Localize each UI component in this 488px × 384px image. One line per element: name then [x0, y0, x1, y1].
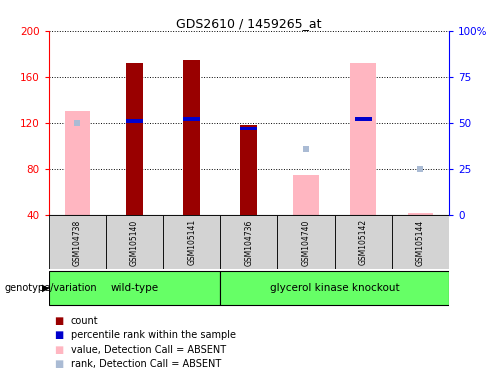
Bar: [106, 215, 163, 269]
Text: GSM105144: GSM105144: [416, 219, 425, 266]
Text: GSM104738: GSM104738: [73, 219, 82, 266]
Text: GSM104736: GSM104736: [244, 219, 253, 266]
Bar: [126, 63, 143, 215]
Text: ■: ■: [54, 359, 63, 369]
Bar: [49, 215, 106, 269]
Bar: [183, 60, 200, 215]
Title: GDS2610 / 1459265_at: GDS2610 / 1459265_at: [176, 17, 322, 30]
Text: genotype/variation: genotype/variation: [5, 283, 98, 293]
Bar: [163, 215, 220, 269]
Bar: [335, 215, 392, 269]
Bar: [355, 118, 372, 121]
Bar: [392, 215, 449, 269]
Bar: [240, 127, 258, 130]
Text: rank, Detection Call = ABSENT: rank, Detection Call = ABSENT: [71, 359, 221, 369]
Bar: [293, 175, 319, 215]
Bar: [240, 125, 258, 215]
Text: ■: ■: [54, 330, 63, 340]
Text: wild-type: wild-type: [110, 283, 159, 293]
Text: GSM104740: GSM104740: [302, 219, 310, 266]
Text: value, Detection Call = ABSENT: value, Detection Call = ABSENT: [71, 345, 226, 355]
Bar: [220, 271, 449, 305]
Text: GSM105141: GSM105141: [187, 219, 196, 265]
Bar: [278, 215, 335, 269]
Text: ■: ■: [54, 316, 63, 326]
Bar: [350, 63, 376, 215]
Text: ▶: ▶: [41, 283, 49, 293]
Text: ■: ■: [54, 345, 63, 355]
Bar: [64, 111, 90, 215]
Text: GSM105142: GSM105142: [359, 219, 368, 265]
Bar: [407, 213, 433, 215]
Bar: [220, 215, 278, 269]
Text: GSM105140: GSM105140: [130, 219, 139, 266]
Bar: [49, 271, 220, 305]
Text: percentile rank within the sample: percentile rank within the sample: [71, 330, 236, 340]
Bar: [183, 118, 200, 121]
Text: glycerol kinase knockout: glycerol kinase knockout: [270, 283, 400, 293]
Text: count: count: [71, 316, 99, 326]
Bar: [126, 119, 143, 123]
